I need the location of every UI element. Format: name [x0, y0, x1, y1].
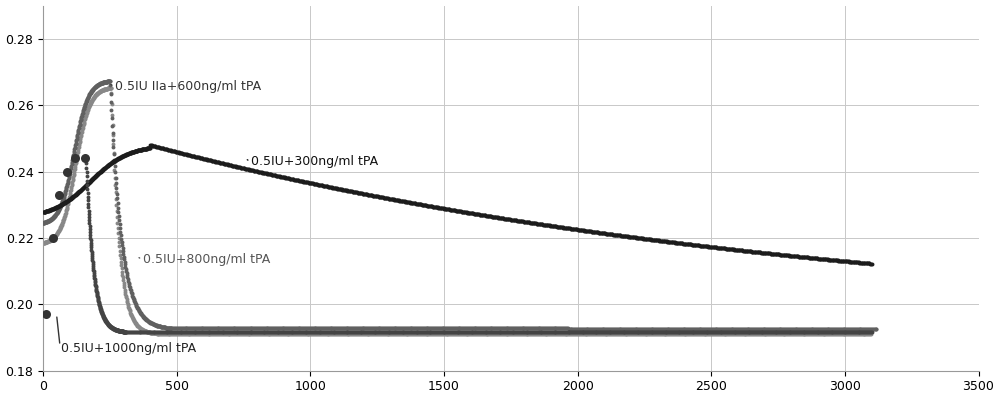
Text: 0.5IU+800ng/ml tPA: 0.5IU+800ng/ml tPA [143, 253, 270, 266]
Text: 0.5IU+300ng/ml tPA: 0.5IU+300ng/ml tPA [251, 155, 378, 168]
Text: 0.5IU+1000ng/ml tPA: 0.5IU+1000ng/ml tPA [61, 342, 196, 355]
Text: 0.5IU IIa+600ng/ml tPA: 0.5IU IIa+600ng/ml tPA [115, 80, 261, 93]
